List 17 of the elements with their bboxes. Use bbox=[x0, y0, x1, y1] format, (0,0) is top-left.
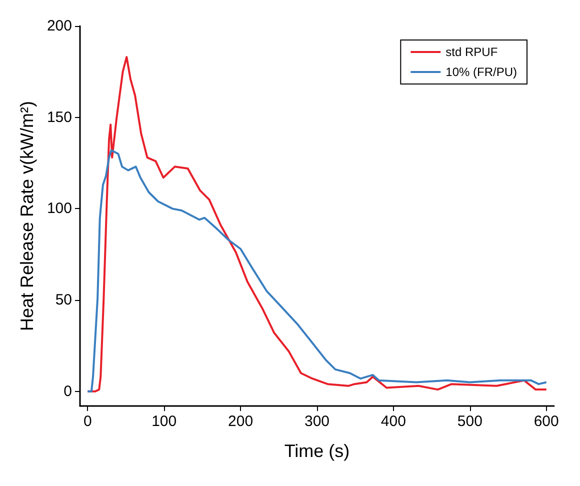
y-tick-label: 50 bbox=[55, 292, 72, 309]
x-tick-label: 300 bbox=[304, 413, 330, 430]
x-tick-label: 100 bbox=[152, 413, 177, 430]
x-tick-label: 500 bbox=[457, 413, 482, 430]
x-tick-label: 0 bbox=[83, 413, 92, 430]
legend-label: std RPUF bbox=[446, 45, 498, 59]
legend-label: 10% (FR/PU) bbox=[446, 65, 518, 79]
x-axis-title: Time (s) bbox=[284, 441, 350, 461]
y-tick-label: 150 bbox=[46, 108, 72, 126]
x-tick-label: 600 bbox=[534, 413, 559, 430]
y-axis-title: Heat Release Rate v(kW/m²) bbox=[17, 100, 37, 332]
x-tick-label: 400 bbox=[380, 413, 406, 430]
x-tick-label: 200 bbox=[228, 413, 254, 430]
y-tick-label: 200 bbox=[46, 18, 72, 34]
y-tick-label: 100 bbox=[46, 200, 72, 218]
line-series bbox=[86, 149, 548, 392]
y-tick-label: 0 bbox=[64, 382, 72, 400]
